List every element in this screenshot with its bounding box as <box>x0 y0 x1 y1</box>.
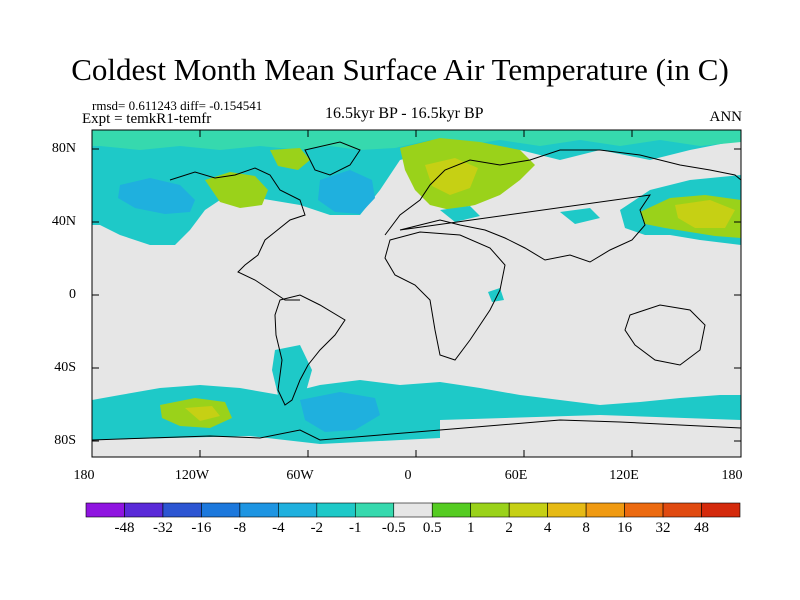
lat-label-80s: 80S <box>54 433 76 448</box>
lat-label-40n: 40N <box>51 214 76 229</box>
colorbar-swatch <box>239 502 279 518</box>
anomaly-region-west-pacific-core <box>675 200 735 228</box>
anomaly-region-north-pacific <box>92 130 741 245</box>
colorbar-swatch <box>431 502 472 518</box>
colorbar-level-label: -8 <box>233 520 247 536</box>
colorbar-level-label: 0.5 <box>422 520 442 536</box>
stats-text: rmsd= 0.611243 diff= -0.154541 <box>92 98 263 113</box>
coastline-eurasia <box>384 149 741 263</box>
lat-label-40s: 40S <box>54 360 76 375</box>
coastlines <box>92 141 741 441</box>
coastline-australia <box>624 304 706 366</box>
lon-label-120w: 120W <box>174 468 210 483</box>
season-label: ANN <box>709 109 743 125</box>
coastline-south-america <box>274 294 346 406</box>
colorbar-level-label: -1 <box>349 520 362 536</box>
colorbar-swatch <box>470 502 510 518</box>
anomaly-region-canadian-arctic <box>270 148 310 170</box>
lon-label-180w: 180 <box>73 468 95 483</box>
anomaly-region-north-atlantic <box>318 170 375 214</box>
neutral-region-antarctica-west <box>92 436 440 457</box>
colorbar-swatch <box>85 502 125 518</box>
colorbar <box>85 502 741 518</box>
coastline-greenland <box>304 141 361 176</box>
colorbar-swatch <box>354 502 395 518</box>
colorbar-swatch <box>393 502 433 518</box>
lon-label-60e: 60E <box>504 468 528 483</box>
lon-ticks <box>91 130 633 457</box>
anomaly-region-scandinavia <box>425 158 478 195</box>
colorbar-level-label: 48 <box>694 520 710 536</box>
colorbar-swatch <box>585 502 625 518</box>
colorbar-swatch <box>547 502 587 518</box>
colorbar-level-label: 2 <box>505 520 513 536</box>
period-label: 16.5kyr BP - 16.5kyr BP <box>325 105 484 122</box>
experiment-label: Expt = temkR1-temfr <box>82 111 212 127</box>
colorbar-level-label: 32 <box>655 520 671 536</box>
lon-label-120e: 120E <box>609 468 639 483</box>
colorbar-level-label: 1 <box>466 520 475 536</box>
lat-ticks <box>92 148 741 442</box>
colorbar-swatch <box>662 502 702 518</box>
colorbar-level-label: 8 <box>582 520 590 536</box>
colorbar-swatch <box>201 502 241 518</box>
lon-label-60w: 60W <box>286 468 314 483</box>
colorbar-level-label: -32 <box>152 520 173 536</box>
anomaly-spot-mideast <box>560 208 600 224</box>
colorbar-swatch <box>162 502 202 518</box>
coastline-africa <box>384 231 506 361</box>
colorbar-level-label: -4 <box>272 520 285 536</box>
anomaly-region-south-pacific-core <box>185 406 220 421</box>
lon-label-180e: 180 <box>721 468 743 483</box>
colorbar-level-label: -48 <box>114 520 135 536</box>
lat-label-80n: 80N <box>51 141 76 156</box>
lat-label-0: 0 <box>69 287 76 302</box>
anomaly-spot-mediterranean <box>440 206 480 222</box>
colorbar-swatch <box>124 502 164 518</box>
anomaly-region-weddell <box>300 392 380 432</box>
colorbar-level-label: -16 <box>191 520 212 536</box>
colorbar-level-label: -2 <box>310 520 324 536</box>
neutral-region-antarctica-east <box>440 415 741 457</box>
coastline-antarctica <box>92 419 741 441</box>
anomaly-region-north-america <box>205 172 268 208</box>
colorbar-swatch <box>701 502 741 518</box>
anomaly-spot-arabia <box>488 288 504 302</box>
colorbar-swatch <box>278 502 318 518</box>
colorbar-swatch <box>316 502 356 518</box>
colorbar-level-label: 4 <box>543 520 552 536</box>
map-plot-area <box>92 130 741 457</box>
lon-label-0: 0 <box>404 468 412 483</box>
coastline-north-america <box>169 167 306 301</box>
colorbar-level-label: -0.5 <box>381 520 406 536</box>
map-title: Coldest Month Mean Surface Air Temperatu… <box>71 52 729 87</box>
anomaly-region-northeast-pacific <box>118 178 195 214</box>
colorbar-swatch <box>624 502 664 518</box>
colorbar-swatch <box>508 502 548 518</box>
colorbar-level-label: 16 <box>617 520 633 536</box>
anomaly-region-arctic <box>92 130 741 150</box>
